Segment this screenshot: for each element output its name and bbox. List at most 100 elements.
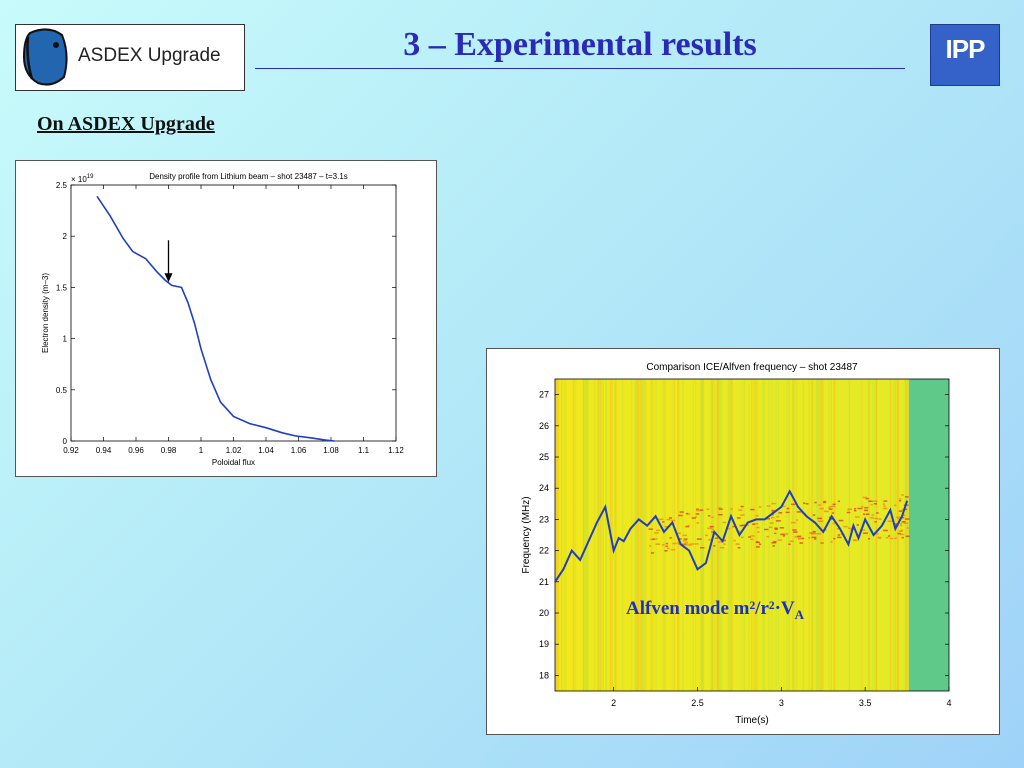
emission-blob xyxy=(830,518,833,520)
spectral-streak xyxy=(731,379,733,691)
spectral-streak xyxy=(727,379,729,691)
emission-blob xyxy=(904,496,909,498)
spectral-streak xyxy=(662,379,664,691)
emission-blob xyxy=(902,514,906,516)
emission-blob xyxy=(905,535,910,538)
y-tick-label: 22 xyxy=(539,546,549,556)
x-tick-label: 1.06 xyxy=(291,446,307,455)
spectral-streak xyxy=(611,379,613,691)
y-tick-label: 1 xyxy=(63,335,68,344)
density-profile-panel: Density profile from Lithium beam – shot… xyxy=(15,160,437,477)
emission-blob xyxy=(832,522,836,525)
spectral-streak xyxy=(896,379,899,691)
emission-blob xyxy=(740,505,744,508)
spectral-streak xyxy=(719,379,722,691)
emission-blob xyxy=(837,534,841,536)
emission-blob xyxy=(727,527,731,530)
emission-blob xyxy=(801,537,805,540)
y-axis-label: Electron density (m–3) xyxy=(41,273,50,353)
emission-blob xyxy=(883,505,886,507)
emission-blob xyxy=(811,532,816,535)
emission-blob xyxy=(833,537,836,540)
emission-blob xyxy=(799,542,804,544)
emission-blob xyxy=(887,520,893,522)
spectral-streak xyxy=(862,379,863,691)
emission-blob xyxy=(878,537,882,539)
emission-blob xyxy=(739,524,744,527)
emission-blob xyxy=(837,536,842,539)
spectral-streak xyxy=(633,379,635,691)
emission-blob xyxy=(668,517,673,519)
emission-blob xyxy=(776,515,780,518)
spectral-streak xyxy=(631,379,633,691)
emission-blob xyxy=(843,525,848,528)
emission-blob xyxy=(682,540,688,542)
emission-blob xyxy=(816,532,822,535)
emission-blob xyxy=(678,514,683,517)
emission-blob xyxy=(897,532,901,535)
emission-blob xyxy=(873,502,878,505)
emission-blob xyxy=(771,502,777,505)
emission-blob xyxy=(814,501,817,504)
emission-blob xyxy=(769,522,774,524)
spectral-streak xyxy=(787,379,789,691)
logo-text: ASDEX Upgrade xyxy=(78,45,221,66)
emission-blob xyxy=(723,543,726,545)
emission-blob xyxy=(769,526,773,529)
spectral-streak xyxy=(743,379,746,691)
spectral-streak xyxy=(763,379,766,691)
emission-blob xyxy=(766,535,770,538)
emission-blob xyxy=(863,513,866,515)
spectral-streak xyxy=(671,379,673,691)
emission-blob xyxy=(819,520,824,523)
x-tick-label: 1.02 xyxy=(226,446,242,455)
emission-blob xyxy=(758,506,762,508)
ice-alfven-chart: Comparison ICE/Alfven frequency – shot 2… xyxy=(521,362,952,726)
emission-blob xyxy=(752,523,756,525)
emission-blob xyxy=(684,542,689,544)
emission-blob xyxy=(856,524,860,526)
x-tick-label: 1.08 xyxy=(323,446,339,455)
emission-blob xyxy=(672,542,677,545)
x-tick-label: 0.94 xyxy=(96,446,112,455)
spectral-streak xyxy=(638,379,639,691)
emission-blob xyxy=(724,539,727,542)
emission-blob xyxy=(764,528,769,531)
emission-blob xyxy=(780,505,786,508)
spectral-streak xyxy=(770,379,772,691)
y-tick-label: 27 xyxy=(539,390,549,400)
emission-blob xyxy=(665,545,668,547)
spectral-streak xyxy=(664,379,666,691)
emission-blob xyxy=(683,538,688,540)
emission-blob xyxy=(670,548,676,551)
emission-blob xyxy=(722,521,727,524)
emission-blob xyxy=(715,537,718,539)
spectral-streak xyxy=(586,379,588,691)
y-tick-label: 24 xyxy=(539,483,549,493)
emission-blob xyxy=(868,537,871,540)
arrow-head xyxy=(164,273,173,283)
emission-blob xyxy=(837,500,840,503)
y-tick-label: 0 xyxy=(63,437,68,446)
emission-blob xyxy=(757,531,760,533)
emission-blob xyxy=(707,515,711,517)
spectral-streak xyxy=(751,379,753,691)
spectral-streak xyxy=(811,379,813,691)
spectral-streak xyxy=(621,379,624,691)
emission-blob xyxy=(791,521,796,524)
spectral-streak xyxy=(557,379,560,691)
spectral-streak xyxy=(602,379,604,691)
emission-blob xyxy=(685,512,689,515)
y-tick-label: 2 xyxy=(63,232,68,241)
spectral-streak xyxy=(892,379,895,691)
emission-blob xyxy=(899,499,902,502)
emission-blob xyxy=(798,537,802,539)
emission-blob xyxy=(687,513,691,515)
emission-blob xyxy=(817,517,823,520)
x-tick-label: 3 xyxy=(779,698,784,708)
density-curve xyxy=(96,195,335,442)
emission-blob xyxy=(740,536,744,539)
emission-blob xyxy=(691,517,696,519)
y-tick-label: 2.5 xyxy=(56,181,68,190)
emission-blob xyxy=(773,540,777,543)
